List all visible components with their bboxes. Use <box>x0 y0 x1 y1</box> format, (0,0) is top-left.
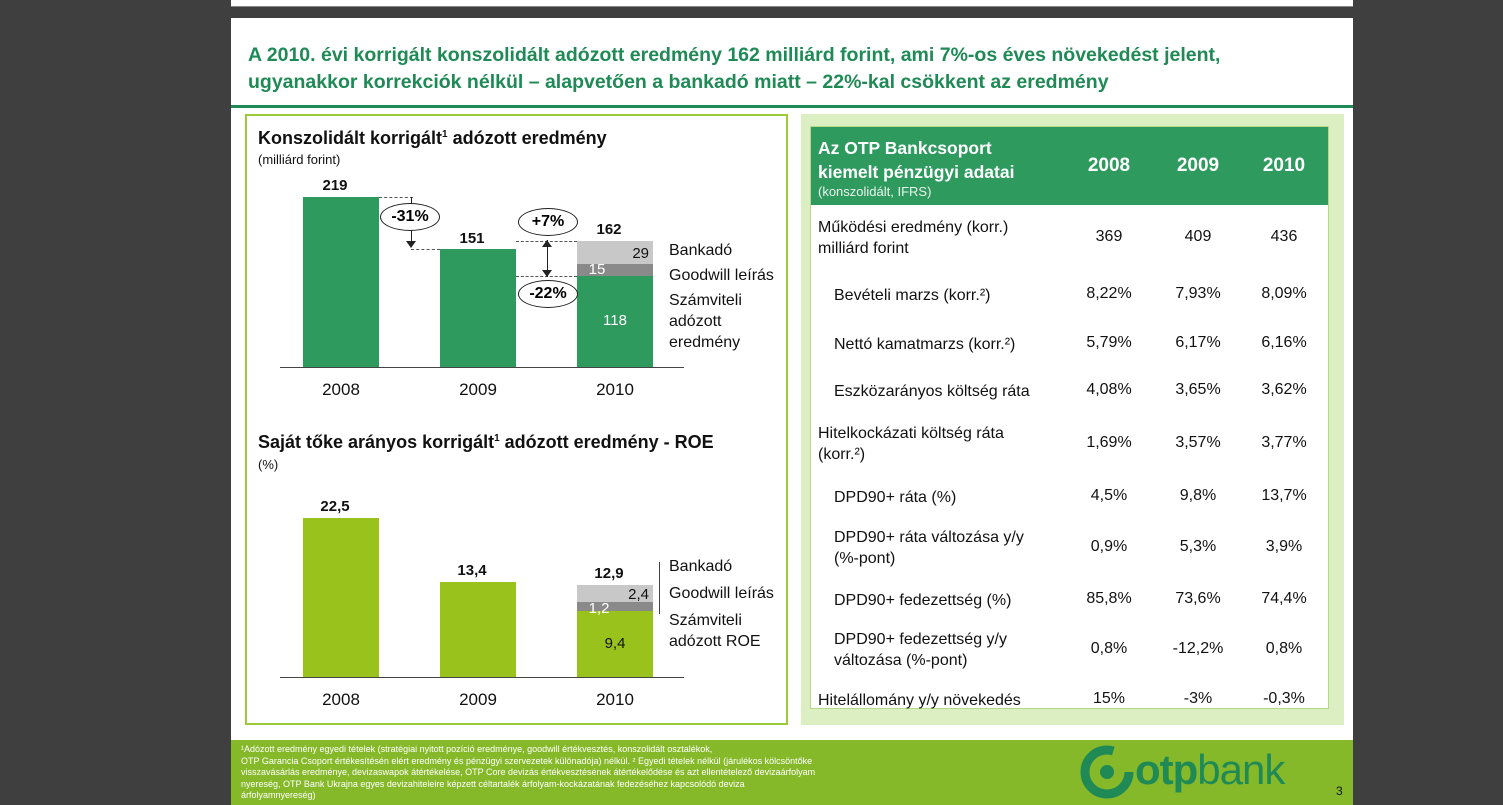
footer: ¹Adózott eredmény egyedi tételek (straté… <box>231 740 1353 805</box>
chart1-subtitle: (milliárd forint) <box>258 152 341 167</box>
chart2-legend-bankado: Bankadó <box>669 558 733 575</box>
chart2-legend-goodwill: Goodwill leírás <box>669 585 774 602</box>
chart2-seg-goodwill <box>577 602 653 611</box>
chart1-label-2009: 151 <box>459 230 485 247</box>
table-row: Működési eredmény (korr.) milliárd forint… <box>818 219 1298 257</box>
footnote: ¹Adózott eredmény egyedi tételek (straté… <box>241 744 816 800</box>
chart1-bar-2008 <box>303 197 379 367</box>
chart1-tick-2008: 2008 <box>322 380 360 399</box>
slide-title-line-1: A 2010. évi korrigált konszolidált adózo… <box>248 44 1221 66</box>
logo-wordmark: otpbank <box>1135 746 1285 793</box>
chart1-label-2010: 162 <box>596 221 622 238</box>
chart1-ref-line-2008 <box>379 197 413 198</box>
slide: A 2010. évi korrigált konszolidált adózo… <box>231 18 1353 805</box>
chart1-seg-goodwill-label: 15 <box>588 261 606 278</box>
chart2-tick-2010: 2010 <box>596 690 634 709</box>
table-year-2008: 2008 <box>1087 155 1131 176</box>
chart2-label-2009: 13,4 <box>457 562 487 579</box>
chart2-x-axis <box>280 677 684 678</box>
chart1-arrowhead-2010-down <box>542 270 552 277</box>
chart1-change-2009: -31% <box>380 203 440 231</box>
chart2-tick-2009: 2009 <box>459 690 497 709</box>
title-divider <box>231 105 1353 108</box>
otp-swirl-icon <box>1080 745 1134 799</box>
table-year-2010: 2010 <box>1262 155 1306 176</box>
chart1-seg-base <box>577 276 653 367</box>
chart1-seg-base-label: 118 <box>603 312 627 329</box>
chart1-x-axis <box>280 367 684 368</box>
chart2-legend-base: Számviteli adózott ROE <box>669 612 761 650</box>
chart2-bar-2008 <box>303 518 379 677</box>
chart1-legend-bankado: Bankadó <box>669 242 733 259</box>
chart1-arrowhead-2009 <box>406 241 416 248</box>
chart1-seg-bankado-label: 29 <box>632 245 649 262</box>
chart1-seg-bankado <box>577 241 653 264</box>
page-number: 3 <box>1336 784 1343 798</box>
slide-title-line-2: ugyanakkor korrekciók nélkül – alapvetőe… <box>248 71 1109 93</box>
slide-title: A 2010. évi korrigált konszolidált adózo… <box>248 42 1338 96</box>
chart2-subtitle: (%) <box>258 457 279 472</box>
chart2-seg-base-label: 9,4 <box>604 635 626 652</box>
chart2-label-2008: 22,5 <box>320 498 350 515</box>
table-year-2009: 2009 <box>1176 155 1220 176</box>
chart2-label-2010: 12,9 <box>594 565 624 582</box>
table-header-subtitle: (konszolidált, IFRS) <box>818 184 932 199</box>
chart2-bar-2009 <box>440 582 516 677</box>
chart2-seg-bankado <box>577 585 653 602</box>
table-header-title: Az OTP Bankcsoport kiemelt pénzügyi adat… <box>818 138 1015 182</box>
chart1-change-2010: -22% <box>518 280 578 308</box>
chart1-tick-2009: 2009 <box>459 380 497 399</box>
chart1-arrowhead-2010-up <box>542 240 552 247</box>
chart1-title: Konszolidált korrigált1 adózott eredmény <box>258 128 607 148</box>
chart1-change-2010-korr: +7% <box>518 208 578 236</box>
chart1-seg-goodwill <box>577 264 653 276</box>
financial-table-panel: Az OTP Bankcsoport kiemelt pénzügyi adat… <box>801 114 1344 725</box>
chart2-tick-2008: 2008 <box>322 690 360 709</box>
chart1-legend-goodwill: Goodwill leírás <box>669 267 774 284</box>
chart2-seg-goodwill-label: 1,2 <box>588 600 610 617</box>
chart1-legend-base: Számviteli adózott eredmény <box>669 292 742 351</box>
chart2-seg-base <box>577 611 653 677</box>
chart1-arrow-2010 <box>547 240 548 277</box>
previous-slide-edge <box>231 0 1353 7</box>
charts-panel: Konszolidált korrigált1 adózott eredmény… <box>245 114 788 725</box>
chart2-legend-bracket <box>659 562 660 614</box>
otp-bank-logo: otpbank <box>1075 744 1325 800</box>
chart1-label-2008: 219 <box>322 177 348 194</box>
financial-table: Az OTP Bankcsoport kiemelt pénzügyi adat… <box>810 126 1329 709</box>
chart2-title: Saját tőke arányos korrigált1 adózott er… <box>258 432 714 452</box>
chart1-ref-line-2009 <box>411 249 440 250</box>
chart1-bar-2009 <box>440 249 516 367</box>
chart1-tick-2010: 2010 <box>596 380 634 399</box>
table-header: Az OTP Bankcsoport kiemelt pénzügyi adat… <box>811 127 1328 205</box>
chart2-seg-bankado-label: 2,4 <box>628 586 649 603</box>
